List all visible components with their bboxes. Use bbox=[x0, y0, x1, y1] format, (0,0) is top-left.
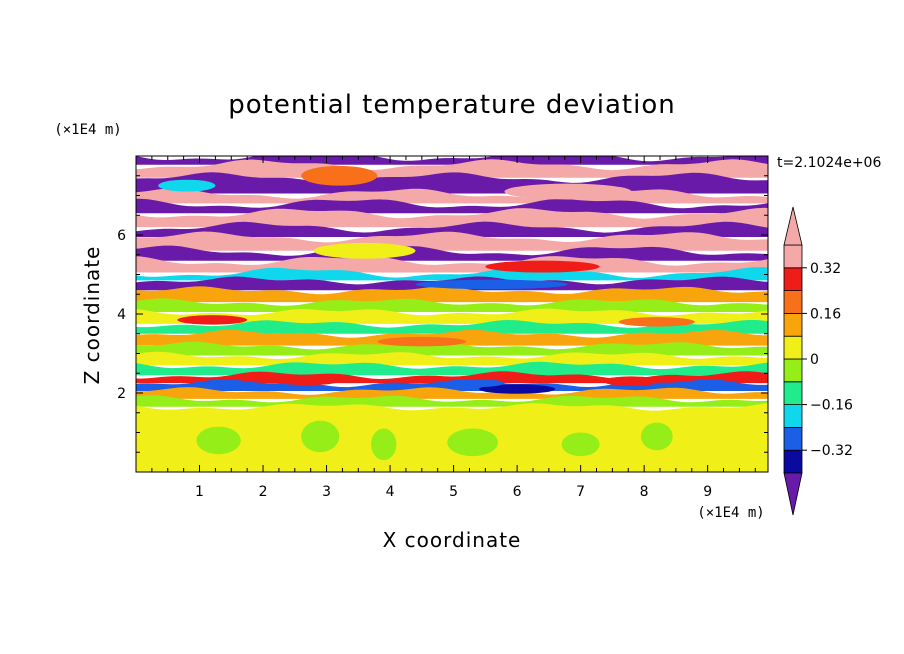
colorbar-box bbox=[783, 426, 803, 451]
y-tick-label: 6 bbox=[117, 228, 126, 244]
colorbar-box bbox=[783, 244, 803, 269]
x-tick-label: 1 bbox=[195, 484, 204, 500]
colorbar-lower-arrow bbox=[783, 472, 803, 516]
plot-area bbox=[136, 156, 768, 472]
contour-band bbox=[136, 159, 768, 178]
contour-feature bbox=[447, 428, 499, 457]
contour-feature bbox=[313, 242, 416, 259]
contour-feature bbox=[561, 432, 600, 457]
y-axis: 2 4 6 bbox=[117, 175, 768, 453]
contour-feature bbox=[602, 376, 661, 386]
y-axis-unit: (×1E4 m) bbox=[54, 122, 121, 138]
contour-feature bbox=[485, 260, 600, 273]
x-tick-label: 6 bbox=[513, 484, 522, 500]
contour-feature bbox=[377, 336, 467, 347]
contour-feature bbox=[275, 377, 340, 386]
colorbar-box bbox=[783, 267, 803, 291]
contour-feature bbox=[453, 379, 505, 388]
contour-band bbox=[136, 320, 768, 334]
contour-feature bbox=[371, 428, 397, 461]
colorbar-box bbox=[783, 449, 803, 474]
contour-band bbox=[136, 172, 768, 194]
contour-band bbox=[136, 245, 768, 261]
x-tick-label: 9 bbox=[703, 484, 712, 500]
x-tick-label: 8 bbox=[640, 484, 649, 500]
y-tick-label: 2 bbox=[117, 386, 126, 402]
contour-band bbox=[136, 351, 768, 366]
colorbar-upper-arrow bbox=[783, 206, 803, 246]
x-tick-label: 5 bbox=[449, 484, 458, 500]
contour-band bbox=[136, 379, 768, 391]
y-axis-label: Z coordinate bbox=[80, 246, 104, 385]
contour-band bbox=[136, 329, 768, 346]
colorbar-box bbox=[783, 335, 803, 360]
x-axis-label: X coordinate bbox=[383, 528, 522, 552]
colorbar-tick-label: 0.32 bbox=[810, 261, 841, 277]
colorbar-box bbox=[783, 358, 803, 383]
contour-band bbox=[136, 298, 768, 312]
colorbar-box bbox=[783, 312, 803, 337]
chart-title: potential temperature deviation bbox=[228, 90, 675, 120]
colorbar-tick-label: 0.16 bbox=[810, 306, 841, 322]
x-tick-label: 2 bbox=[259, 484, 268, 500]
x-tick-label: 7 bbox=[576, 484, 585, 500]
contour-feature bbox=[177, 315, 248, 325]
contour-band bbox=[136, 387, 768, 399]
colorbar-tick-label: −0.16 bbox=[810, 398, 853, 414]
contour-band bbox=[136, 286, 768, 303]
contour-feature bbox=[301, 420, 340, 453]
contour-feature bbox=[158, 179, 216, 192]
colorbar-box bbox=[783, 404, 803, 428]
colorbar-box bbox=[783, 381, 803, 405]
contour-band bbox=[136, 341, 768, 356]
x-tick-label: 3 bbox=[322, 484, 331, 500]
contour-band bbox=[136, 361, 768, 376]
contour-band bbox=[136, 256, 768, 273]
x-axis-unit: (×1E4 m) bbox=[697, 505, 764, 521]
y-tick-label: 4 bbox=[117, 307, 126, 323]
x-tick-label: 4 bbox=[386, 484, 395, 500]
colorbar-tick-label: −0.32 bbox=[810, 443, 853, 459]
contour-feature bbox=[415, 279, 568, 290]
contour-band bbox=[136, 267, 768, 281]
colorbar-tick-label: 0 bbox=[810, 352, 819, 368]
contour-band bbox=[136, 207, 768, 228]
contour-band bbox=[136, 156, 768, 165]
contour-band bbox=[136, 231, 768, 251]
time-label: t=2.1024e+06 bbox=[777, 155, 881, 171]
colorbar-legend: 0.32 0.16 0 −0.16 −0.32 bbox=[783, 206, 853, 516]
contour-band bbox=[136, 308, 768, 324]
contour-feature bbox=[618, 317, 695, 327]
contour-feature bbox=[196, 426, 241, 455]
x-axis: 1 2 3 4 5 6 7 8 9 bbox=[151, 156, 756, 500]
contour-feature bbox=[478, 384, 556, 394]
colorbar-box bbox=[783, 290, 803, 314]
contour-feature bbox=[640, 422, 673, 451]
contour-band bbox=[136, 221, 768, 237]
contour-feature bbox=[504, 183, 632, 200]
contour-feature bbox=[301, 165, 378, 186]
